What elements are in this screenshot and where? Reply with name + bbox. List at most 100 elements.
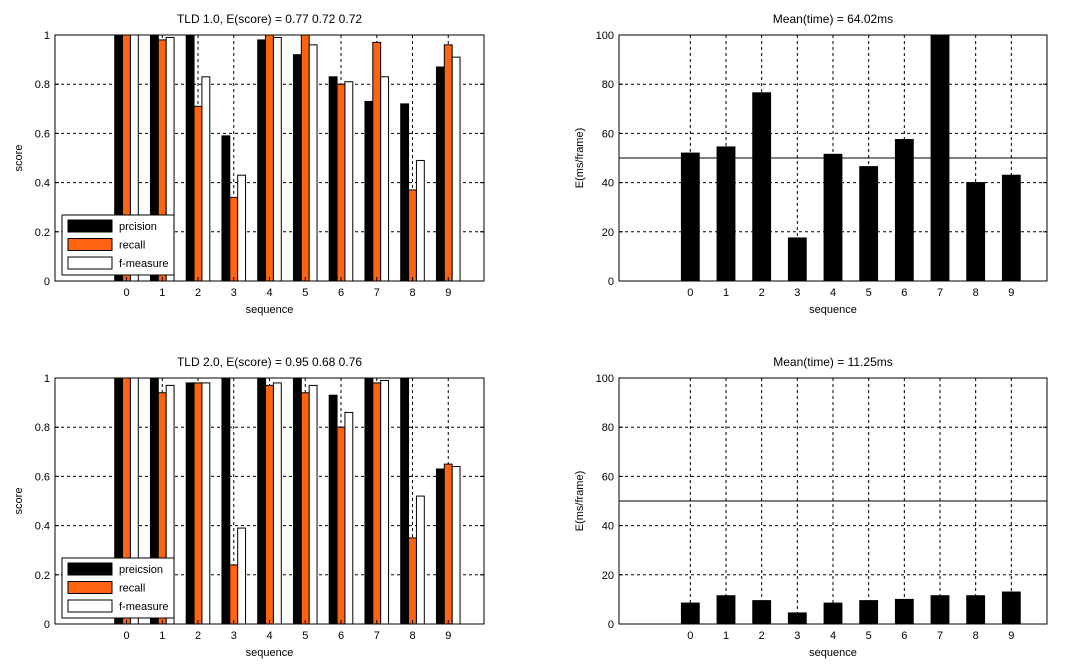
x-tick-label: 4: [830, 630, 836, 642]
bar-f-measure-6: [344, 81, 354, 282]
bar-recall-2: [193, 382, 203, 625]
x-tick-label: 8: [409, 630, 415, 642]
bar-time-9: [1001, 174, 1021, 282]
bar-recall-4: [265, 384, 274, 625]
bar-precision-6: [328, 76, 338, 282]
chart-panel-0: 0 0.2 0.4 0.6 0.8 1 0 1 2 3 4 5 6 7 8 9 TLD 1.0, E(score…: [13, 12, 485, 316]
bar-precision-6: [328, 394, 338, 625]
x-tick-label: 6: [901, 287, 907, 299]
x-tick-label: 9: [1008, 287, 1014, 299]
bar-f-measure-8: [415, 495, 425, 625]
legend-swatch-recall: [67, 238, 113, 251]
y-tick-label: 20: [602, 570, 614, 582]
bar-f-measure-2: [201, 76, 211, 282]
y-tick-label: 0: [44, 276, 50, 288]
x-tick-label: 0: [123, 287, 129, 299]
bar-time-6: [894, 139, 914, 282]
bar-f-measure-7: [380, 379, 390, 625]
x-tick-label: 9: [1008, 630, 1014, 642]
y-tick-label: 0.4: [35, 521, 50, 533]
bar-f-measure-6: [344, 411, 354, 625]
y-tick-label: 0.6: [35, 471, 50, 483]
y-tick-label: 0: [608, 276, 614, 288]
bar-f-measure-9: [451, 56, 461, 282]
bar-f-measure-8: [415, 159, 425, 282]
bar-time-1: [716, 595, 736, 625]
bar-time-1: [716, 146, 736, 282]
bar-recall-9: [443, 463, 453, 625]
y-tick-label: 80: [602, 422, 614, 434]
y-tick-label: 60: [602, 128, 614, 140]
bar-recall-4: [265, 34, 274, 282]
y-tick-label: 40: [602, 178, 614, 190]
x-tick-label: 4: [266, 287, 272, 299]
y-tick-label: 100: [596, 30, 614, 42]
chart-title: Mean(time) = 11.25ms: [773, 355, 893, 369]
bar-precision-2: [185, 34, 195, 282]
y-axis-label: E(ms/frame): [574, 471, 586, 532]
x-tick-label: 5: [866, 287, 872, 299]
bar-f-measure-5: [308, 44, 318, 282]
x-tick-label: 7: [937, 630, 943, 642]
bar-recall-3: [229, 196, 239, 282]
bar-recall-5: [300, 392, 310, 625]
x-tick-label: 6: [338, 287, 344, 299]
x-tick-label: 3: [794, 630, 800, 642]
x-tick-label: 7: [937, 287, 943, 299]
bar-precision-5: [292, 377, 302, 625]
x-tick-label: 0: [687, 630, 693, 642]
legend-label-f-measure: f-measure: [119, 601, 169, 613]
bar-recall-2: [193, 105, 203, 282]
y-tick-label: 0.4: [35, 178, 50, 190]
bar-f-measure-9: [451, 466, 461, 625]
bar-recall-7: [372, 382, 382, 625]
x-axis-label: sequence: [809, 647, 857, 659]
chart-title: TLD 1.0, E(score) = 0.77 0.72 0.72: [177, 12, 362, 26]
chart-title: TLD 2.0, E(score) = 0.95 0.68 0.76: [177, 355, 362, 369]
x-tick-label: 3: [794, 287, 800, 299]
bar-precision-8: [400, 377, 410, 625]
y-axis-label: score: [13, 145, 25, 172]
bar-f-measure-4: [272, 36, 282, 282]
legend: prcision recall f-measure: [61, 214, 175, 276]
bar-recall-7: [372, 41, 382, 282]
x-tick-label: 8: [973, 287, 979, 299]
x-tick-label: 1: [723, 630, 729, 642]
chart-title: Mean(time) = 64.02ms: [773, 12, 893, 26]
x-tick-label: 5: [866, 630, 872, 642]
bar-time-5: [859, 166, 879, 282]
bar-f-measure-4: [272, 382, 282, 625]
bar-f-measure-3: [237, 174, 247, 282]
bar-time-2: [752, 92, 772, 282]
bar-precision-3: [221, 135, 231, 282]
y-tick-label: 0.2: [35, 570, 50, 582]
x-tick-label: 2: [759, 287, 765, 299]
y-axis-label: score: [13, 488, 25, 515]
y-tick-label: 1: [44, 373, 50, 385]
y-axis-label: E(ms/frame): [574, 128, 586, 189]
y-tick-label: 0: [44, 619, 50, 631]
x-tick-label: 1: [723, 287, 729, 299]
bar-time-8: [966, 182, 986, 282]
y-tick-label: 100: [596, 373, 614, 385]
x-tick-label: 6: [901, 630, 907, 642]
x-tick-label: 3: [231, 630, 237, 642]
x-axis-label: sequence: [246, 304, 294, 316]
bar-precision-9: [435, 468, 445, 625]
x-tick-label: 2: [195, 630, 201, 642]
bar-precision-9: [435, 66, 445, 282]
bar-f-measure-5: [308, 384, 318, 625]
y-tick-label: 80: [602, 79, 614, 91]
bar-precision-7: [364, 377, 374, 625]
legend-swatch-precision: [67, 219, 113, 233]
x-tick-label: 1: [159, 287, 165, 299]
bar-time-9: [1001, 591, 1021, 625]
bar-f-measure-2: [201, 382, 211, 625]
x-tick-label: 7: [374, 630, 380, 642]
bar-f-measure-3: [237, 527, 247, 625]
x-tick-label: 3: [231, 287, 237, 299]
legend-label-f-measure: f-measure: [119, 258, 169, 270]
x-tick-label: 4: [266, 630, 272, 642]
legend-label-recall: recall: [119, 240, 145, 252]
x-tick-label: 9: [445, 630, 451, 642]
